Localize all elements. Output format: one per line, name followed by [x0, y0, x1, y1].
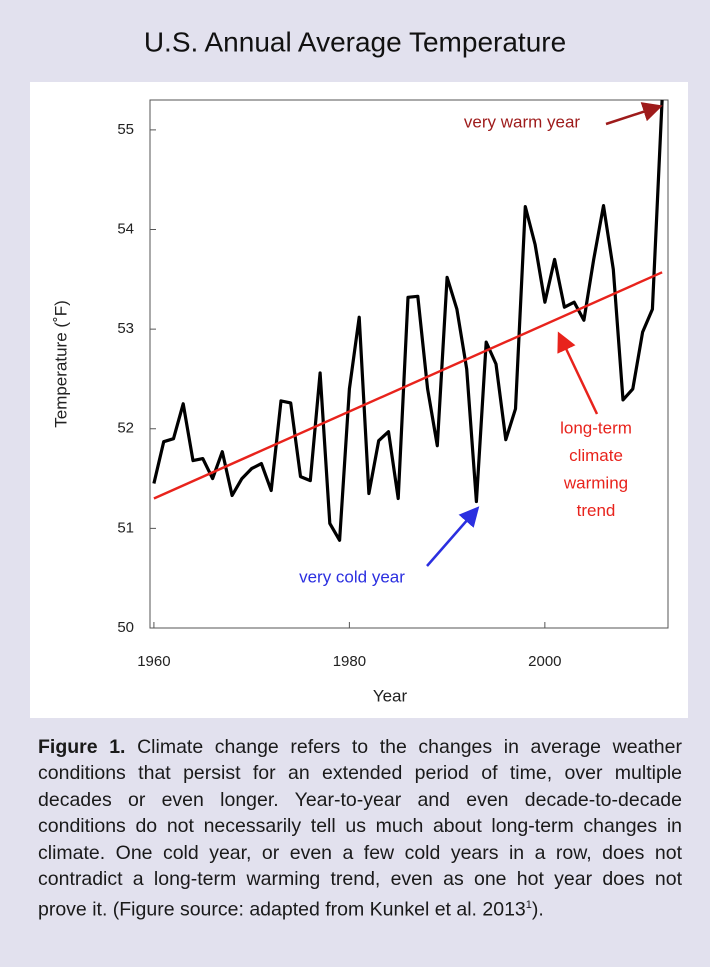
- annotation: very cold year: [299, 567, 405, 586]
- annotation-arrow: [557, 331, 599, 415]
- caption-text: Climate change refers to the changes in …: [38, 736, 682, 921]
- y-tick-label: 54: [117, 220, 134, 237]
- chart: U.S. Annual Average Temperature Year Tem…: [30, 26, 688, 718]
- caption-end: ).: [531, 898, 544, 921]
- y-tick-label: 52: [117, 420, 134, 437]
- plot: 50 51 52 53 54 55 1960 1980 2000: [117, 99, 664, 670]
- annotation-arrow: [426, 506, 480, 567]
- annotation: very warm year: [464, 112, 581, 131]
- annotation-line: warming: [563, 473, 628, 492]
- chart-title: U.S. Annual Average Temperature: [144, 26, 566, 57]
- plot-frame: [149, 99, 669, 629]
- annotation-line: long-term: [560, 418, 632, 437]
- caption: Figure 1. Climate change refers to the c…: [38, 734, 682, 923]
- annotation-line: climate: [569, 446, 623, 465]
- y-axis-label: Temperature (˚F): [51, 300, 70, 428]
- y-tick-label: 55: [117, 121, 134, 138]
- x-tick-label: 1980: [333, 653, 366, 670]
- y-tick-label: 50: [117, 619, 134, 636]
- x-axis-label: Year: [373, 686, 408, 705]
- data-line: [152, 99, 664, 542]
- caption-superscript: 1: [525, 899, 532, 912]
- chart-panel: [30, 82, 688, 718]
- annotation: long-term climate warming trend: [560, 418, 632, 520]
- trend-line: [153, 271, 663, 500]
- x-tick-label: 1960: [137, 653, 170, 670]
- x-tick-label: 2000: [528, 653, 561, 670]
- y-tick-label: 51: [117, 519, 134, 536]
- annotation-arrow: [605, 102, 663, 126]
- y-tick-label: 53: [117, 320, 134, 337]
- annotation-line: trend: [577, 501, 616, 520]
- caption-label: Figure 1.: [38, 736, 126, 758]
